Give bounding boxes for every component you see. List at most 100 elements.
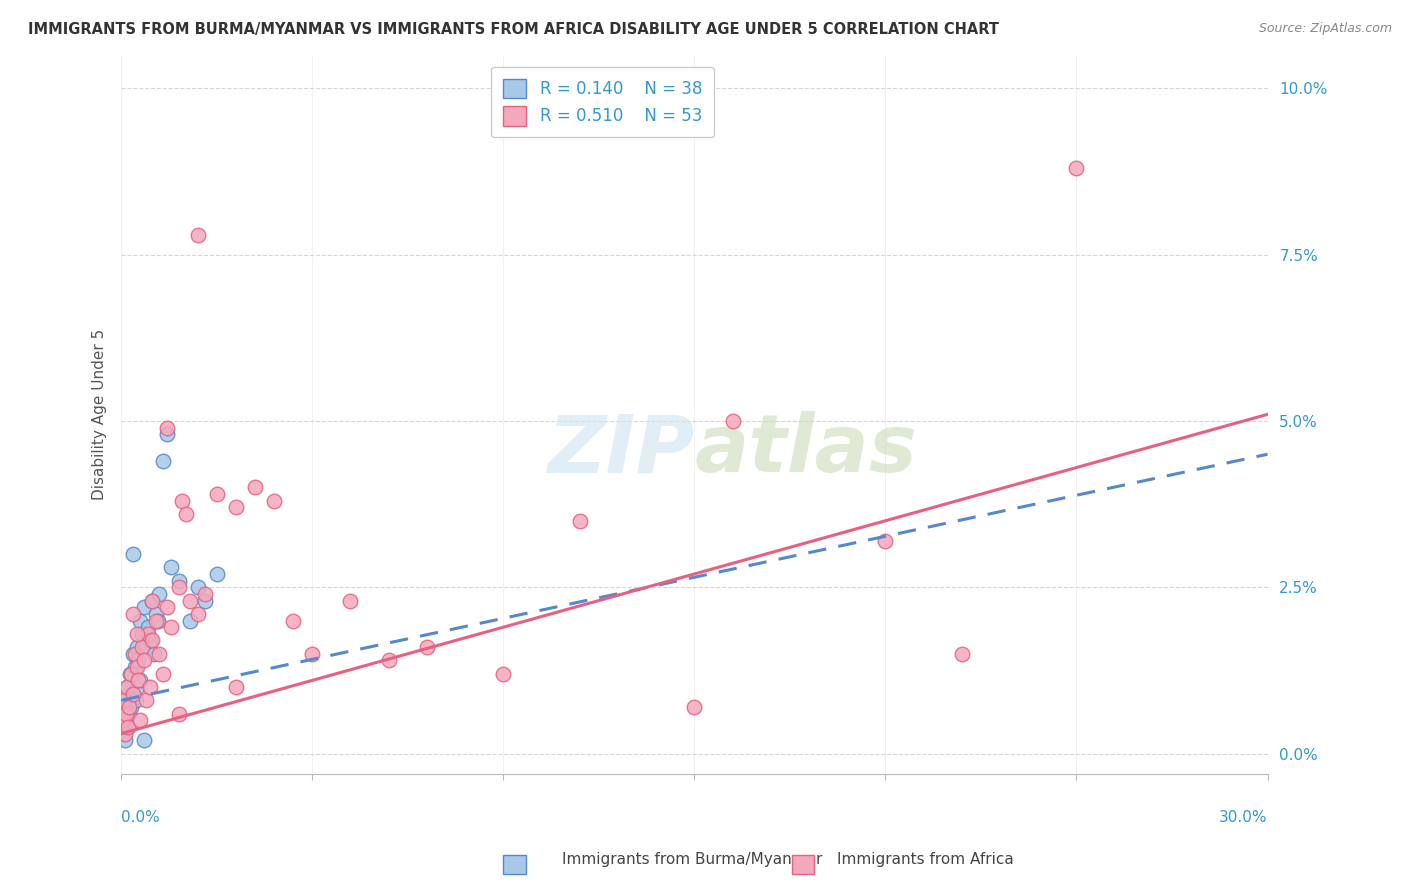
Point	[174, 507, 197, 521]
Point	[148, 647, 170, 661]
Point	[112, 714, 135, 728]
Point	[136, 627, 159, 641]
Point	[243, 481, 266, 495]
Point	[121, 607, 143, 621]
Text: IMMIGRANTS FROM BURMA/MYANMAR VS IMMIGRANTS FROM AFRICA DISABILITY AGE UNDER 5 C: IMMIGRANTS FROM BURMA/MYANMAR VS IMMIGRA…	[28, 22, 1000, 37]
Point	[115, 680, 138, 694]
Point	[134, 733, 156, 747]
Point	[179, 614, 201, 628]
Point	[125, 680, 148, 694]
Point	[875, 533, 897, 548]
Point	[568, 514, 591, 528]
Point	[187, 580, 209, 594]
Point	[131, 640, 153, 654]
Point	[1066, 161, 1088, 176]
Point	[112, 726, 135, 740]
Point	[225, 680, 247, 694]
Point	[114, 693, 136, 707]
Point	[160, 560, 183, 574]
Point	[118, 700, 141, 714]
Point	[142, 647, 165, 661]
Text: ZIP: ZIP	[547, 411, 695, 489]
Point	[148, 587, 170, 601]
Point	[129, 714, 152, 728]
Y-axis label: Disability Age Under 5: Disability Age Under 5	[93, 328, 107, 500]
Point	[141, 593, 163, 607]
Point	[172, 493, 194, 508]
Point	[156, 420, 179, 434]
Point	[114, 733, 136, 747]
Point	[134, 653, 156, 667]
Text: 0.0%: 0.0%	[121, 810, 160, 825]
Point	[187, 227, 209, 242]
Point	[125, 693, 148, 707]
Point	[118, 706, 141, 721]
Point	[721, 414, 744, 428]
Point	[167, 706, 190, 721]
Point	[145, 607, 167, 621]
Point	[128, 673, 150, 688]
Point	[127, 653, 149, 667]
Point	[950, 647, 973, 661]
Point	[117, 720, 139, 734]
Point	[125, 660, 148, 674]
Point	[114, 706, 136, 721]
Point	[160, 620, 183, 634]
Point	[146, 614, 169, 628]
Point	[156, 427, 179, 442]
Point	[112, 714, 135, 728]
Point	[167, 580, 190, 594]
Point	[114, 726, 136, 740]
Point	[127, 673, 149, 688]
Point	[194, 587, 217, 601]
Point	[131, 627, 153, 641]
Point	[145, 614, 167, 628]
Point	[416, 640, 439, 654]
Text: Immigrants from Burma/Myanmar: Immigrants from Burma/Myanmar	[562, 852, 823, 867]
Point	[121, 547, 143, 561]
Point	[117, 720, 139, 734]
Legend: R = 0.140    N = 38, R = 0.510    N = 53: R = 0.140 N = 38, R = 0.510 N = 53	[492, 67, 714, 137]
Point	[283, 614, 305, 628]
Point	[139, 633, 162, 648]
Point	[134, 600, 156, 615]
Point	[339, 593, 361, 607]
Text: Source: ZipAtlas.com: Source: ZipAtlas.com	[1258, 22, 1392, 36]
Point	[492, 666, 515, 681]
Point	[127, 640, 149, 654]
Point	[115, 680, 138, 694]
Point	[120, 700, 142, 714]
Point	[152, 666, 174, 681]
Point	[141, 593, 163, 607]
Point	[205, 566, 228, 581]
Point	[118, 666, 141, 681]
Point	[124, 660, 146, 674]
Text: Immigrants from Africa: Immigrants from Africa	[837, 852, 1014, 867]
Point	[683, 700, 706, 714]
Point	[129, 614, 152, 628]
Point	[136, 620, 159, 634]
Point	[121, 687, 143, 701]
Point	[167, 574, 190, 588]
Point	[187, 607, 209, 621]
Point	[263, 493, 285, 508]
Text: 30.0%: 30.0%	[1219, 810, 1268, 825]
Point	[377, 653, 399, 667]
Point	[179, 593, 201, 607]
Point	[301, 647, 323, 661]
Point	[121, 687, 143, 701]
Point	[156, 600, 179, 615]
Point	[152, 454, 174, 468]
Point	[121, 647, 143, 661]
Point	[194, 593, 217, 607]
Point	[135, 693, 157, 707]
Point	[205, 487, 228, 501]
Point	[141, 633, 163, 648]
Point	[124, 647, 146, 661]
Point	[125, 627, 148, 641]
Point	[225, 500, 247, 515]
Text: atlas: atlas	[695, 411, 917, 489]
Point	[112, 693, 135, 707]
Point	[120, 666, 142, 681]
Point	[135, 640, 157, 654]
